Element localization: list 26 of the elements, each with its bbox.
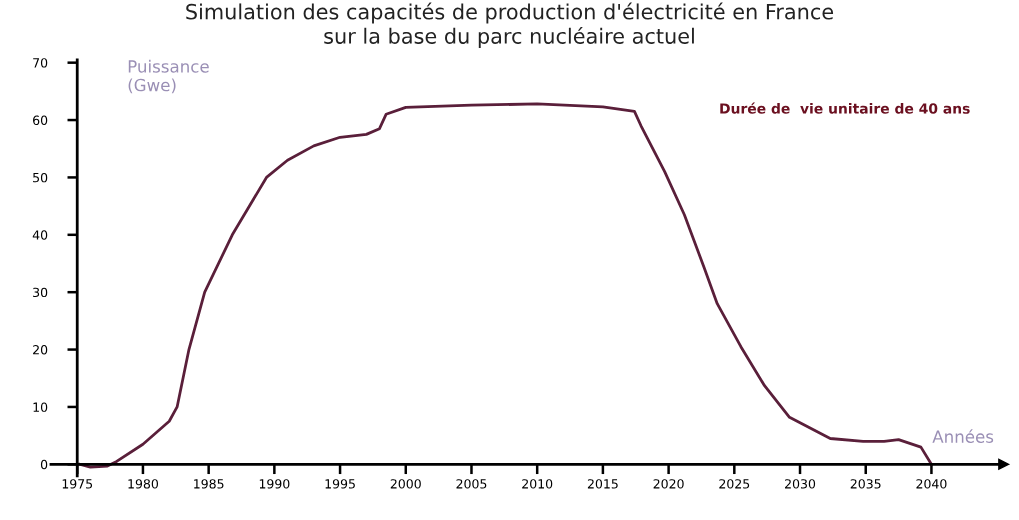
x-tick-label: 1975 bbox=[62, 479, 93, 489]
x-tick-label: 1980 bbox=[128, 479, 159, 489]
x-tick-label: 2015 bbox=[587, 479, 618, 489]
x-tick-label: 2005 bbox=[456, 479, 487, 489]
x-tick-label: 2000 bbox=[390, 479, 421, 489]
y-tick-label: 70 bbox=[33, 58, 48, 68]
y-tick-label: 40 bbox=[32, 230, 48, 240]
x-tick-label: 2020 bbox=[653, 479, 684, 489]
annotation: Durée de vie unitaire de 40 ans bbox=[720, 102, 970, 114]
y-tick-label: 30 bbox=[33, 287, 48, 298]
y-tick-label: 20 bbox=[33, 345, 48, 355]
x-tick-label: 2040 bbox=[916, 479, 947, 489]
x-tick-label: 1990 bbox=[259, 479, 290, 489]
x-tick-label: 1995 bbox=[325, 479, 355, 489]
x-tick-label: 2025 bbox=[719, 479, 750, 489]
x-tick-label: 2010 bbox=[522, 479, 553, 489]
y-tick-label: 50 bbox=[33, 172, 48, 183]
y-tick-label: 10 bbox=[33, 402, 48, 412]
x-axis-title: Années bbox=[932, 429, 994, 443]
chart-title: Simulation des capacités de production d'électricité en France sur la base du parc nucléaire actuel bbox=[186, 2, 834, 48]
x-tick-label: 1985 bbox=[194, 479, 224, 489]
y-tick-label: 0 bbox=[40, 459, 48, 470]
x-tick-label: 2030 bbox=[785, 479, 816, 489]
x-tick-label: 2035 bbox=[850, 479, 881, 489]
y-tick-label: 60 bbox=[33, 115, 48, 125]
y-axis-title: Puissance (Gwe) bbox=[128, 59, 209, 94]
